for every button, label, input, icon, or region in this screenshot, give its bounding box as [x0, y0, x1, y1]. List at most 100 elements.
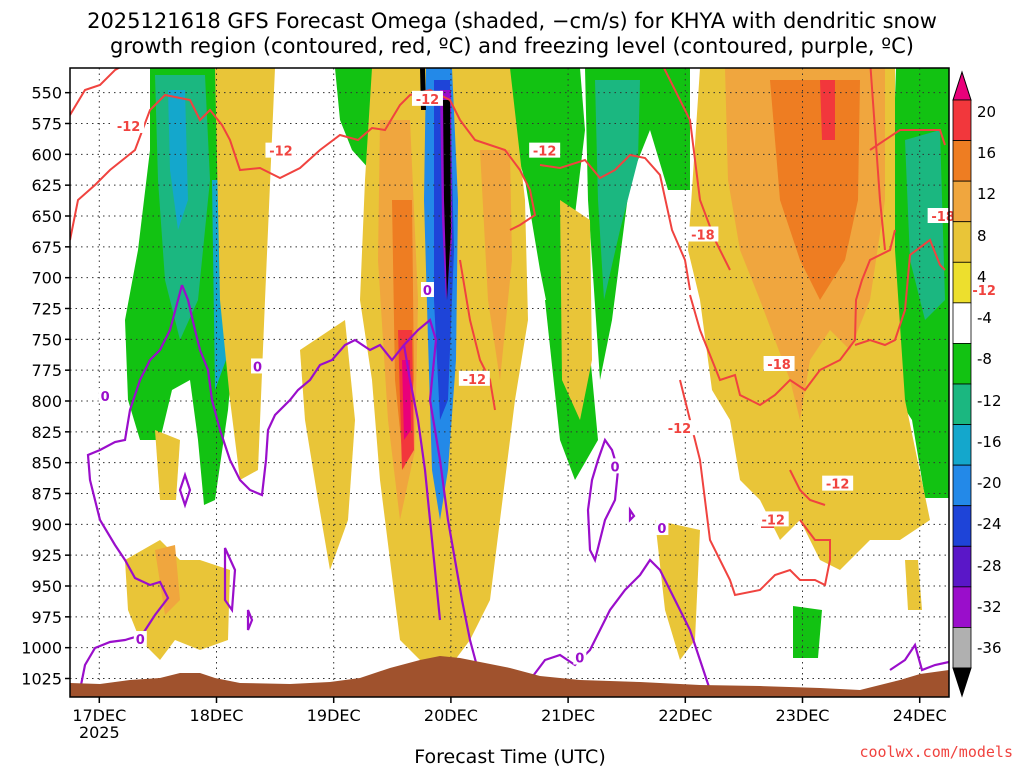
dgz-contour-line: [662, 68, 731, 271]
omega-area-yellow: [215, 68, 275, 480]
colorbar-label: -8: [977, 350, 992, 368]
colorbar-swatch: [952, 343, 972, 385]
y-tick-label: 625: [31, 176, 62, 195]
contour-label: -18: [767, 358, 791, 373]
contour-label-bg: [687, 226, 719, 242]
colorbar-top-arrow: [952, 70, 972, 101]
colorbar-label: -20: [977, 474, 1002, 492]
y-tick-label: 850: [31, 454, 62, 473]
dgz-contour-line: [70, 68, 121, 116]
contour-label-bg: [608, 458, 622, 474]
contour-label-bg: [573, 649, 587, 665]
omega-area-red: [820, 80, 835, 140]
y-axis: 550 575 600 625 650 675 700 725 750 775 800 825 850 8…: [21, 84, 70, 689]
x-tick-label: 18DEC: [190, 706, 244, 725]
contour-label: -18: [931, 210, 955, 225]
y-tick-label: 900: [31, 515, 62, 534]
colorbar-label: 12: [977, 185, 996, 203]
omega-area-yellow: [300, 320, 355, 570]
colorbar-label: -16: [977, 433, 1002, 451]
colorbar-label: -24: [977, 515, 1002, 533]
omega-area-teal: [595, 80, 640, 300]
y-tick-label: 950: [31, 577, 62, 596]
y-tick-label: 750: [31, 330, 62, 349]
colorbar-label: -32: [977, 598, 1002, 616]
contour-label: -12: [269, 145, 293, 160]
x-tick-label: 22DEC: [658, 706, 712, 725]
y-tick-label: 925: [31, 546, 62, 565]
freezing-level-contour: [178, 471, 192, 509]
colorbar-label: -4: [977, 309, 992, 327]
contour-label-bg: [968, 282, 1000, 297]
y-tick-label: 675: [31, 238, 62, 257]
contour-label: 0: [136, 633, 145, 648]
omega-area-magenta: [402, 360, 411, 440]
colorbar-swatch: [952, 627, 972, 669]
chart-title-line-1: 2025121618 GFS Forecast Omega (shaded, −…: [87, 9, 937, 33]
dgz-contour-line: [539, 153, 691, 291]
colorbar-label: 16: [977, 144, 996, 162]
contour-label-bg: [822, 475, 854, 491]
colorbar-label: -36: [977, 639, 1002, 657]
contour-label-bg: [927, 208, 959, 223]
freezing-level-contour: [529, 558, 712, 691]
x-tick-label: 19DEC: [307, 706, 361, 725]
x-tick-label: 20DEC: [424, 706, 478, 725]
contour-label: -12: [668, 422, 692, 437]
omega-area-green: [793, 606, 822, 658]
contour-label: 0: [253, 360, 262, 375]
contour-label-bg: [458, 370, 490, 386]
contour-label: -12: [416, 93, 440, 108]
omega-area-teal: [905, 130, 945, 320]
y-tick-label: 975: [31, 608, 62, 627]
dgz-contour-line: [869, 129, 946, 151]
omega-area-black: [443, 100, 451, 300]
colorbar-label: 8: [977, 227, 987, 245]
dgz-contour-line: [70, 88, 537, 241]
contour-label-bg: [529, 142, 561, 158]
y-tick-label: 825: [31, 423, 62, 442]
colorbar-swatch: [952, 505, 972, 547]
omega-area-cyan: [168, 90, 188, 230]
contour-label-bg: [265, 142, 297, 158]
contour-label-bg: [655, 520, 669, 536]
colorbar-label: 4: [977, 268, 987, 286]
colorbar-swatch: [952, 586, 972, 628]
y-tick-label: 650: [31, 207, 62, 226]
plot-frame: [69, 67, 950, 698]
x-tick-year: 2025: [79, 723, 120, 742]
colorbar-swatch: [952, 545, 972, 588]
credit-text: coolwx.com/models: [859, 743, 1013, 761]
colorbar-swatch: [952, 302, 972, 344]
freezing-level-contour: [628, 506, 636, 523]
x-tick-label: 21DEC: [541, 706, 595, 725]
colorbar-swatch: [952, 261, 972, 304]
y-tick-label: 700: [31, 269, 62, 288]
contour-label: -12: [463, 373, 487, 388]
colorbar-swatch: [952, 140, 972, 182]
omega-area-yellow: [155, 430, 180, 500]
chart-title-line-2: growth region (contoured, red, ºC) and f…: [110, 34, 914, 58]
colorbar-swatch: [952, 424, 972, 466]
omega-area-yellow: [655, 520, 700, 660]
x-axis-title: Forecast Time (UTC): [414, 746, 605, 768]
freezing-level-contour: [223, 547, 237, 614]
colorbar: 20 16 12 8 4 -4 -8 -12 -16 -20 -24 -28 -32 -36: [952, 70, 1002, 698]
contour-label-bg: [411, 90, 443, 106]
y-tick-label: 725: [31, 300, 62, 319]
terrain-surface: [70, 656, 949, 697]
omega-area-tan: [480, 150, 512, 380]
omega-area-yellow: [905, 560, 922, 610]
contour-label-bg: [98, 388, 112, 404]
dgz-contour-line: [679, 379, 831, 597]
contour-label-bg: [420, 282, 434, 297]
contour-label: -12: [533, 145, 557, 160]
omega-area-tan: [155, 545, 180, 615]
dgz-contour-line: [789, 469, 826, 506]
freezing-level-contour: [402, 344, 442, 621]
contour-label: 0: [423, 284, 432, 299]
contour-label: -12: [117, 120, 141, 135]
contour-label: -12: [761, 513, 785, 528]
